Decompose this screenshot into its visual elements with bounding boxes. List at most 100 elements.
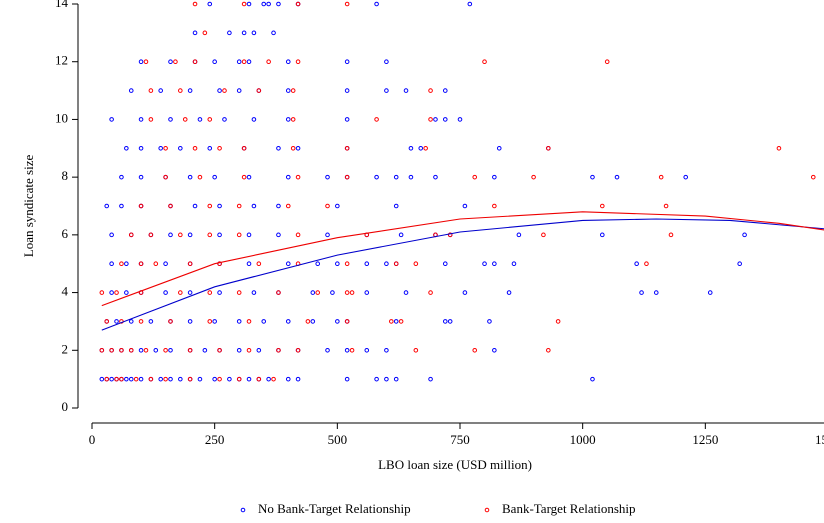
point: [104, 376, 110, 382]
point: [119, 347, 124, 353]
point: [222, 117, 227, 122]
point: [546, 347, 551, 353]
point: [462, 203, 468, 209]
point: [187, 376, 193, 382]
point: [546, 145, 551, 151]
point: [138, 203, 144, 209]
point: [590, 376, 595, 382]
point: [276, 1, 281, 7]
point: [511, 261, 517, 267]
point: [344, 376, 350, 382]
point: [555, 319, 561, 324]
point: [241, 30, 247, 36]
fit-line: [101, 211, 824, 307]
point: [364, 290, 370, 295]
fit-line: [101, 218, 824, 331]
point: [271, 30, 276, 36]
point: [364, 261, 370, 267]
y-tick-label: 10: [55, 110, 68, 125]
point: [658, 174, 664, 180]
point: [496, 145, 502, 151]
point: [384, 376, 389, 382]
point: [153, 347, 159, 353]
point: [776, 145, 782, 151]
point: [276, 203, 281, 209]
point: [246, 319, 252, 324]
point: [109, 290, 114, 295]
point: [207, 145, 213, 151]
point: [207, 290, 213, 295]
point: [315, 290, 321, 295]
point: [285, 117, 291, 122]
point: [305, 319, 311, 324]
point: [119, 174, 124, 180]
point: [285, 319, 291, 324]
point: [168, 347, 173, 353]
point: [148, 376, 154, 382]
point: [114, 376, 119, 382]
point: [217, 347, 222, 353]
point: [344, 174, 350, 180]
point: [109, 347, 114, 353]
point: [202, 347, 208, 353]
point: [241, 174, 247, 180]
point: [236, 59, 242, 65]
point: [295, 1, 301, 7]
point: [295, 59, 301, 65]
point: [492, 261, 497, 267]
point: [192, 1, 198, 7]
point: [182, 117, 188, 122]
point: [653, 290, 659, 295]
point: [246, 232, 252, 238]
point: [335, 319, 340, 324]
point: [442, 319, 448, 324]
point: [163, 174, 168, 180]
point: [236, 290, 242, 295]
point: [737, 261, 742, 267]
point: [644, 261, 649, 267]
point: [202, 30, 208, 36]
point: [325, 347, 330, 353]
point: [276, 347, 281, 353]
point: [349, 290, 355, 295]
point: [168, 117, 173, 122]
point: [133, 376, 139, 382]
point: [290, 145, 296, 151]
point: [683, 174, 689, 180]
point: [462, 290, 468, 295]
point: [236, 232, 242, 238]
point: [349, 347, 355, 353]
point: [310, 290, 316, 295]
point: [251, 203, 257, 209]
point: [197, 117, 203, 122]
point: [541, 232, 546, 238]
point: [276, 232, 281, 238]
point: [384, 59, 389, 65]
y-tick-label: 2: [62, 341, 69, 356]
point: [173, 59, 178, 65]
point: [241, 145, 247, 151]
point: [217, 203, 222, 209]
point: [178, 290, 183, 295]
point: [251, 30, 257, 36]
point: [403, 88, 409, 93]
point: [261, 1, 267, 7]
point: [285, 203, 291, 209]
point: [246, 174, 252, 180]
point: [217, 290, 222, 295]
point: [428, 117, 433, 122]
point: [290, 117, 296, 122]
point: [246, 59, 252, 65]
point: [138, 117, 144, 122]
point: [138, 319, 144, 324]
point: [197, 174, 203, 180]
point: [222, 88, 227, 93]
point: [148, 88, 154, 93]
point: [163, 376, 168, 382]
point: [810, 174, 816, 180]
point: [487, 319, 492, 324]
point: [163, 290, 168, 295]
x-tick-label: 500: [328, 432, 348, 447]
point: [418, 145, 424, 151]
